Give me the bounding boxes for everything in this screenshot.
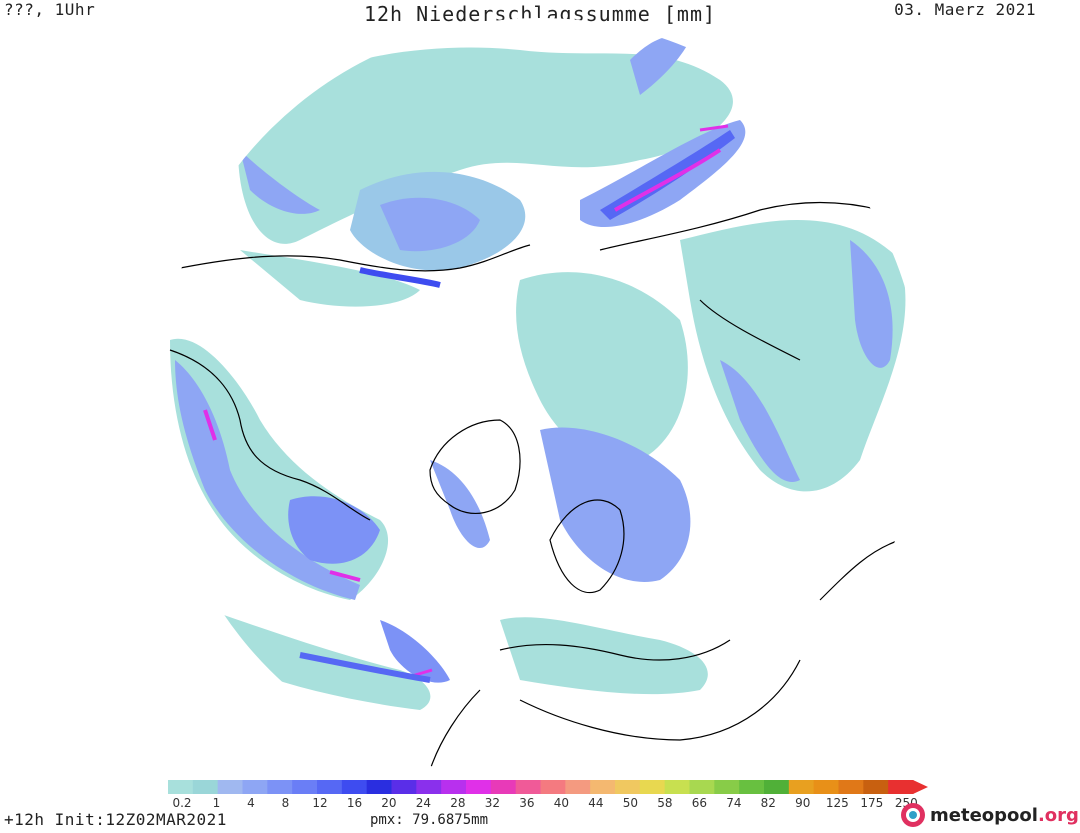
color-swatch — [590, 780, 616, 794]
scale-tick-label: 8 — [281, 796, 290, 810]
scale-overflow-arrow — [913, 780, 928, 794]
color-swatch — [813, 780, 839, 794]
color-swatch — [863, 780, 889, 794]
color-swatch — [788, 780, 815, 794]
color-swatch — [764, 780, 790, 794]
color-swatch — [490, 780, 517, 794]
color-swatch — [739, 780, 765, 794]
color-swatch — [689, 780, 715, 794]
color-swatch — [391, 780, 417, 794]
color-swatch — [615, 780, 641, 794]
map-disc — [169, 36, 906, 771]
color-swatch — [267, 780, 293, 794]
color-swatch — [217, 780, 243, 794]
color-swatch — [441, 780, 467, 794]
scale-tick-label: 82 — [760, 796, 776, 810]
scale-tick-label: 0.2 — [172, 796, 192, 810]
color-swatch — [341, 780, 368, 794]
scale-tick-label: 175 — [860, 796, 884, 810]
scale-tick-label: 44 — [588, 796, 604, 810]
color-swatch — [168, 780, 194, 794]
color-swatch — [317, 780, 343, 794]
color-swatch — [639, 780, 666, 794]
color-swatch — [515, 780, 541, 794]
scale-tick-label: 4 — [247, 796, 255, 810]
color-swatch — [565, 780, 591, 794]
meteopool-logo-text: meteopool.org — [930, 804, 1079, 826]
scale-tick-label: 24 — [415, 796, 432, 810]
scale-tick-label: 58 — [657, 796, 673, 810]
scale-tick-label: 40 — [553, 796, 570, 810]
valid-date-label: 03. Maerz 2021 — [894, 0, 1036, 19]
precipitation-map — [169, 36, 906, 771]
color-scale-bar — [168, 780, 928, 794]
color-swatch — [664, 780, 690, 794]
scale-tick-label: 125 — [825, 796, 849, 810]
color-swatch — [838, 780, 864, 794]
init-time-label: +12h Init:12Z02MAR2021 — [4, 810, 227, 829]
scale-tick-label: 20 — [381, 796, 397, 810]
color-swatch — [366, 780, 392, 794]
color-swatch — [888, 780, 914, 794]
color-swatch — [192, 780, 219, 794]
scale-tick-label: 32 — [484, 796, 501, 810]
scale-tick-label: 16 — [346, 796, 363, 810]
color-swatch — [466, 780, 492, 794]
coastlines — [169, 201, 901, 771]
scale-tick-label: 1 — [212, 796, 221, 810]
scale-tick-label: 90 — [795, 796, 811, 810]
scale-tick-label: 74 — [726, 796, 742, 810]
color-scale-labels: 0.2 1 4 8 12 16 20 24 28 32 36 40 44 50 58 66 74 82 90 125 1… — [168, 796, 928, 812]
max-precip-label: pmx: 79.6875mm — [370, 812, 489, 828]
polar-projection-svg — [169, 36, 906, 771]
meteopool-logo: meteopool.org — [900, 800, 1079, 830]
scale-tick-label: 66 — [691, 796, 708, 810]
color-swatch — [540, 780, 566, 794]
color-scale-swatches — [168, 780, 928, 794]
scale-tick-label: 28 — [450, 796, 466, 810]
scale-tick-label: 12 — [312, 796, 328, 810]
color-swatch — [292, 780, 318, 794]
scale-tick-label: 36 — [519, 796, 535, 810]
color-swatch — [714, 780, 740, 794]
scale-tick-label: 50 — [622, 796, 639, 810]
color-swatch — [416, 780, 442, 794]
valid-time-label: ???, 1Uhr — [4, 0, 96, 19]
color-swatch — [242, 780, 268, 794]
meteopool-logo-icon — [901, 803, 925, 827]
